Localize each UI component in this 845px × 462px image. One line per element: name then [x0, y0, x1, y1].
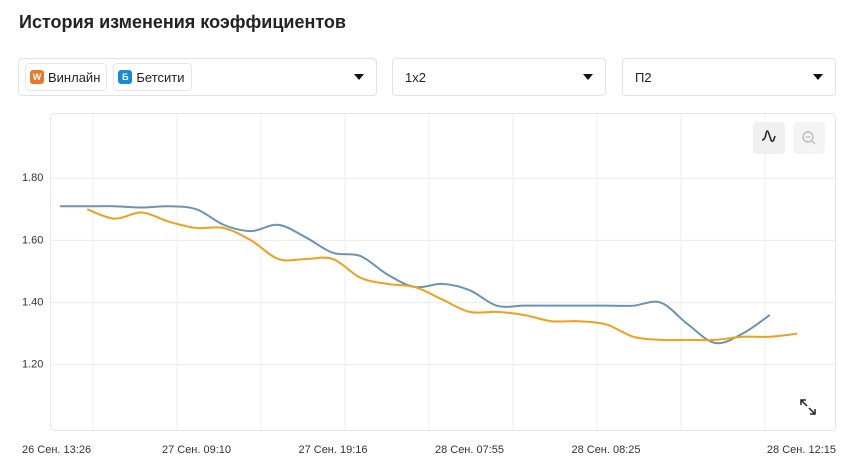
- dropdown-arrow: [583, 74, 593, 80]
- vgrid: [92, 114, 766, 430]
- series-line: [59, 205, 771, 345]
- select-value: П2: [635, 69, 652, 85]
- outcome-select[interactable]: П2: [622, 58, 836, 96]
- x-tick-label: 27 Сен. 19:16: [298, 444, 367, 456]
- chip-label: Винлайн: [48, 69, 101, 85]
- x-tick-label: 28 Сен. 08:25: [571, 444, 640, 456]
- page-title: История изменения коэффициентов: [19, 12, 346, 32]
- x-tick-label: 27 Сен. 09:10: [162, 444, 231, 456]
- bookmaker-chip[interactable]: W Винлайн: [25, 63, 108, 91]
- y-tick-label: 1.20: [22, 359, 43, 371]
- x-tick-label: 28 Сен. 07:55: [435, 444, 504, 456]
- fullscreen-button[interactable]: [793, 391, 825, 423]
- dropdown-arrow: [813, 74, 823, 80]
- bookmaker-select[interactable]: W Винлайн Б Бетсити: [18, 58, 377, 96]
- bookmaker-chip[interactable]: Б Бетсити: [113, 63, 192, 91]
- series-line: [86, 208, 798, 342]
- smooth-button[interactable]: [753, 122, 785, 154]
- y-tick-label: 1.60: [22, 234, 43, 246]
- zoom-button[interactable]: [793, 122, 825, 154]
- x-tick-label: 26 Сен. 13:26: [22, 444, 91, 456]
- icon: Б: [118, 70, 133, 84]
- icon: W: [30, 70, 44, 84]
- dropdown-arrow: [354, 74, 364, 80]
- market-select[interactable]: 1х2: [392, 58, 606, 96]
- x-tick-label: 28 Сен. 12:15: [767, 444, 836, 456]
- y-tick-label: 1.40: [22, 296, 43, 308]
- select-value: 1х2: [405, 69, 426, 85]
- chip-label: Бетсити: [136, 69, 185, 85]
- plot-frame: [50, 113, 836, 431]
- y-tick-label: 1.80: [22, 172, 43, 184]
